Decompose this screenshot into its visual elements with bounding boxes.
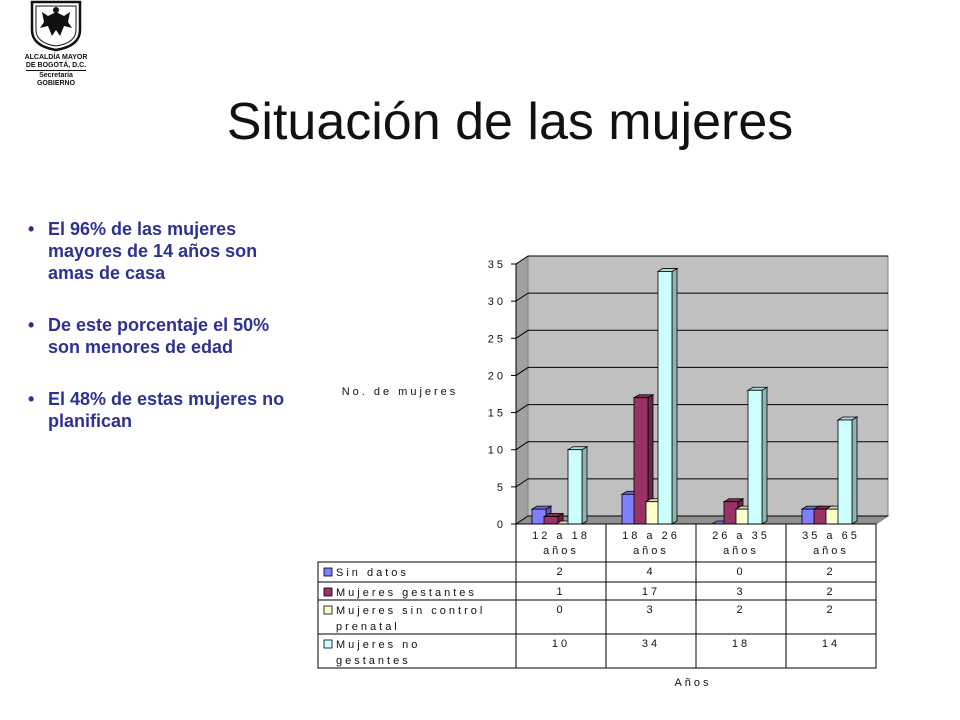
table-value: 2	[826, 604, 835, 616]
bullet-item: • El 96% de las mujeres mayores de 14 añ…	[28, 218, 288, 284]
y-tick-label: 20	[488, 370, 506, 382]
bar	[837, 419, 853, 525]
x-category-label: años	[723, 545, 759, 557]
bullet-text: El 48% de estas mujeres no planifican	[48, 389, 285, 431]
table-value: 17	[642, 586, 660, 598]
legend-key	[323, 605, 333, 615]
bullet-item: • De este porcentaje el 50% son menores …	[28, 314, 288, 358]
gridline-side	[515, 441, 529, 451]
gridline-side	[515, 255, 529, 265]
x-category-label: 35 a 65	[802, 530, 860, 542]
y-axis-title: No. de mujeres	[342, 386, 459, 398]
table-value: 2	[826, 586, 835, 598]
table-value: 34	[642, 638, 660, 650]
gridline-side	[515, 515, 529, 525]
series-label: Mujeres sin control	[336, 605, 485, 617]
bullet-dot-icon: •	[28, 315, 35, 335]
bar-side	[761, 386, 768, 525]
x-axis-title: Años	[674, 677, 711, 689]
bullet-item: • El 48% de estas mujeres no planifican	[28, 388, 288, 432]
table-value: 0	[556, 604, 565, 616]
series-label: Mujeres no	[336, 639, 420, 651]
table-value: 2	[736, 604, 745, 616]
table-value: 3	[646, 604, 655, 616]
table-value: 14	[822, 638, 840, 650]
table-value: 2	[826, 566, 835, 578]
logo-text-line3: Secretaría	[39, 72, 73, 79]
bullet-text: El 96% de las mujeres mayores de 14 años…	[48, 219, 258, 283]
gridline-side	[515, 292, 529, 302]
bar-side	[851, 416, 858, 525]
y-tick-label: 10	[488, 445, 506, 457]
legend-key	[323, 567, 333, 577]
x-category-label: 18 a 26	[622, 530, 680, 542]
bullet-dot-icon: •	[28, 389, 35, 409]
coat-of-arms-icon	[30, 0, 82, 52]
bar	[543, 516, 559, 525]
x-category-label: años	[543, 545, 579, 557]
bar	[747, 389, 763, 525]
table-value: 18	[732, 638, 750, 650]
table-value: 2	[556, 566, 565, 578]
y-tick-label: 15	[488, 408, 506, 420]
legend-key	[323, 587, 333, 597]
bar	[657, 271, 673, 525]
bar	[567, 449, 583, 525]
gridline-side	[515, 367, 529, 376]
table-value: 4	[646, 566, 655, 578]
table-body	[317, 561, 877, 669]
series-label: Sin datos	[336, 567, 409, 579]
x-category-label: años	[633, 545, 669, 557]
plot-side-wall	[515, 255, 529, 525]
gridline-side	[515, 404, 529, 413]
bar-side	[581, 446, 588, 525]
x-category-label: 26 a 35	[712, 530, 770, 542]
table-value: 3	[736, 586, 745, 598]
y-tick-label: 35	[488, 259, 506, 271]
logo: ALCALDÍA MAYOR DE BOGOTÁ, D.C. Secretarí…	[18, 0, 94, 92]
table-value: 1	[556, 586, 565, 598]
series-label: Mujeres gestantes	[336, 587, 477, 599]
logo-text-line4: GOBIERNO	[36, 80, 76, 87]
bullet-text: De este porcentaje el 50% son menores de…	[48, 315, 270, 357]
y-tick-label: 0	[497, 519, 506, 531]
table-value: 10	[552, 638, 570, 650]
bar-side	[671, 267, 678, 525]
y-tick-label: 25	[488, 333, 506, 345]
y-tick-label: 30	[488, 296, 506, 308]
page-title: Situación de las mujeres	[226, 93, 794, 151]
y-tick-label: 5	[497, 482, 506, 494]
bullet-list: • El 96% de las mujeres mayores de 14 añ…	[28, 218, 288, 462]
legend-key	[323, 639, 333, 649]
table-value: 0	[736, 566, 745, 578]
gridline-side	[515, 329, 529, 339]
x-category-label: años	[813, 545, 849, 557]
logo-text-line2: DE BOGOTÁ, D.C.	[25, 62, 87, 69]
x-category-label: 12 a 18	[532, 530, 590, 542]
bullet-dot-icon: •	[28, 219, 35, 239]
gridline-side	[515, 478, 529, 488]
series-label: gestantes	[336, 655, 411, 667]
series-label: prenatal	[336, 621, 400, 633]
logo-text-line1: ALCALDÍA MAYOR	[24, 54, 88, 61]
